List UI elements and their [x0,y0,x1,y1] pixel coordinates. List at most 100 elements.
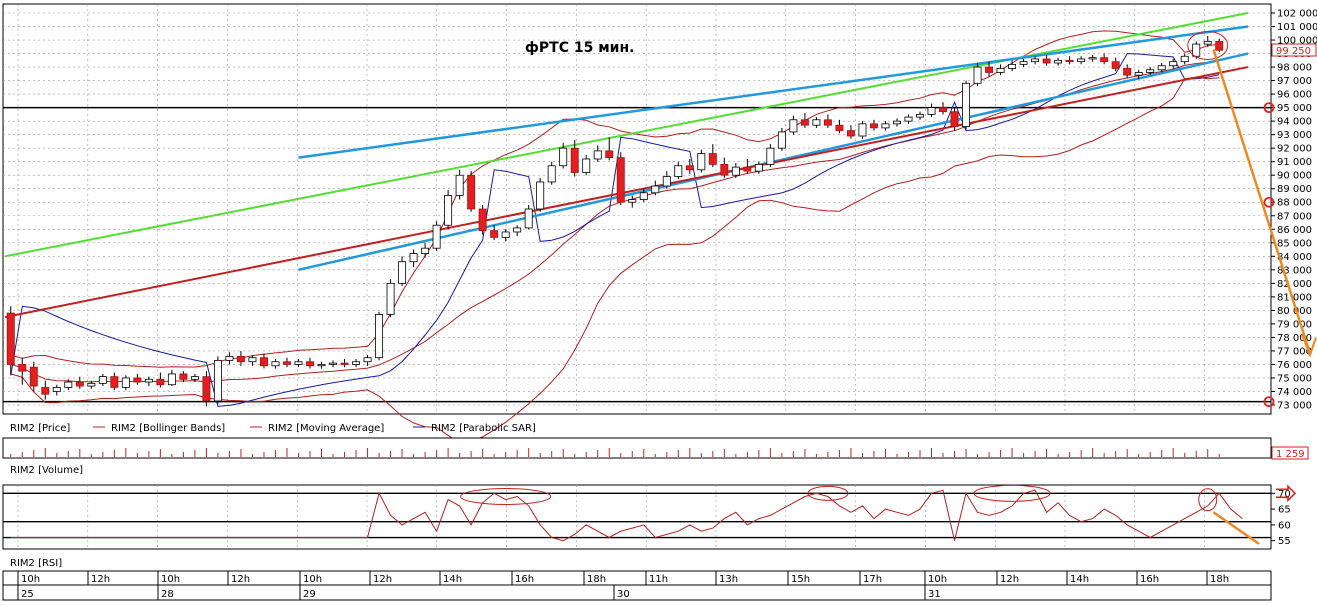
price-y-tick-label: 82 000 [1277,279,1312,290]
candle-body [766,147,775,165]
price-y-tick-label: 76 000 [1277,360,1312,371]
candle-body [1192,43,1201,57]
candle-body [1134,72,1143,76]
price-y-tick-label: 96 000 [1277,90,1312,101]
rsi-y-tick-label: 70 [1278,489,1291,500]
legend-entry: RIM2 [Moving Average] [268,423,384,434]
legend-entry: RIM2 [Price] [10,423,70,434]
level-marker-circle [1263,102,1275,114]
candle-body [501,231,510,238]
candle-body [1031,58,1040,63]
parabolic-sar-line [10,53,1220,407]
x-axis-time-label: 10h [161,574,180,585]
current-price-marker: 99 250 [1271,43,1317,57]
candle-body [52,387,61,392]
x-axis-date-label: 28 [161,589,174,600]
candle-body [916,113,924,118]
price-y-tick-label: 95 000 [1277,103,1312,114]
forecast-arrow-line [1212,49,1312,355]
candle-body [167,373,176,386]
candle-body [754,163,763,172]
candle-body [639,192,648,200]
candle-body [110,376,119,388]
price-y-tick-label: 85 000 [1277,238,1312,249]
candle-body [225,355,234,361]
candle-body [421,247,430,255]
price-indicators [10,30,1220,444]
price-y-tick-label: 83 000 [1277,265,1312,276]
candle-body [375,314,384,359]
price-y-tick-label: 94 000 [1277,117,1312,128]
candle-body [213,359,222,402]
candle-body [570,147,579,173]
candle-body [593,150,602,160]
candle-body [743,166,752,172]
price-annotations [1187,30,1317,358]
candle-body [409,253,418,263]
x-axis: 10h 12h 10h 12h 10h 12h 14h 16h 18h 11h 13h 15h 17h 1… [2,570,1272,601]
candle-body [398,261,407,284]
price-y-tick-label: 73 000 [1277,401,1312,412]
candle-body [444,195,453,226]
candle-body [846,130,855,137]
candle-body [121,377,130,388]
x-axis-time-label: 10h [303,574,322,585]
rsi-forecast-line [1212,511,1260,545]
candle-body [29,366,38,387]
bollinger-lower-line [10,76,1220,444]
x-axis-time-label: 16h [1140,574,1159,585]
candle-body [513,227,522,233]
candle-body [75,381,84,387]
price-y-tick-label: 87 000 [1277,211,1312,222]
candle-body [674,165,683,177]
candle-body [363,357,372,363]
x-axis-time-label: 11h [649,574,668,585]
x-axis-time-label: 16h [515,574,534,585]
candle-body [98,376,107,384]
price-y-tick-label: 97 000 [1277,76,1312,87]
candle-body [893,120,901,125]
price-y-tick-label: 80 000 [1277,306,1312,317]
candle-body [1180,55,1189,63]
candle-body [985,66,994,73]
candle-body [386,282,395,315]
candle-body [248,357,257,363]
rsi-panel-frame [2,484,1272,550]
price-y-tick-label: 90 000 [1277,171,1312,182]
level-marker-circle [1263,396,1275,408]
candle-body [340,362,349,365]
trend-line-green [4,12,1249,258]
price-y-tick-label: 89 000 [1277,184,1312,195]
forecast-arrow-head [1301,334,1317,358]
candle-body [352,361,361,365]
x-axis-time-label: 18h [587,574,606,585]
candle-body [869,123,878,129]
candle-body [536,181,545,210]
x-axis-date-label: 30 [617,589,630,600]
candle-body [962,82,971,127]
candle-body [697,153,706,171]
price-y-tick-label: 74 000 [1277,387,1312,398]
rsi-panel-title: RIM2 [RSI] [10,558,62,569]
candle-body [1088,57,1097,60]
candle-body [1111,61,1120,69]
candle-body [628,199,637,203]
price-panel-frame [2,3,1272,415]
volume-bars [10,448,1220,457]
current-price-box [1271,43,1317,57]
candle-body [271,361,280,367]
volume-last-label: 1 259 [1276,449,1305,460]
candle-body [858,123,867,137]
candle-body [823,119,832,126]
rsi-grid [17,485,1205,549]
price-y-tick-label: 81 000 [1277,292,1312,303]
x-axis-time-label: 10h [21,574,40,585]
candle-body [685,165,694,171]
candle-body [144,378,153,383]
x-axis-time-label: 12h [91,574,110,585]
candle-body [432,224,441,249]
volume-panel-frame [2,437,1272,459]
candle-body [18,364,27,372]
candle-body [283,361,291,365]
